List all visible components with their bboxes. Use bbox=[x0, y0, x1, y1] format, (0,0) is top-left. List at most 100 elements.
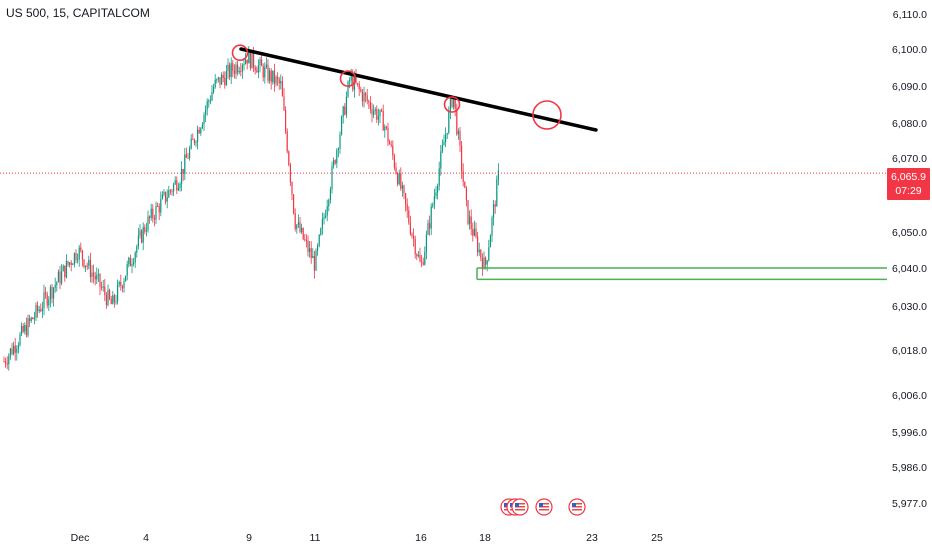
y-tick-label: 6,110.0 bbox=[893, 9, 927, 21]
candle-body bbox=[150, 208, 152, 218]
candle-body bbox=[222, 75, 224, 78]
candle-body bbox=[229, 64, 231, 78]
candle-body bbox=[221, 75, 223, 85]
support-zone[interactable] bbox=[476, 267, 887, 281]
candle-body bbox=[302, 227, 304, 240]
candle-body bbox=[75, 253, 77, 260]
candle-body bbox=[6, 363, 8, 365]
candle-body bbox=[187, 157, 189, 159]
trendline-segment bbox=[239, 47, 598, 132]
y-tick-label: 6,100.0 bbox=[892, 44, 927, 56]
candle-body bbox=[336, 150, 338, 164]
candle-body bbox=[166, 197, 168, 202]
candle-body bbox=[406, 204, 408, 211]
candle-body bbox=[491, 217, 493, 236]
candle-body bbox=[110, 298, 112, 305]
candle-body bbox=[49, 287, 51, 300]
y-tick-label: 6,040.0 bbox=[892, 263, 927, 275]
x-tick-label: 25 bbox=[651, 532, 663, 544]
candle-body bbox=[259, 59, 261, 66]
us-flag-event-icon[interactable] bbox=[568, 498, 586, 516]
candle-body bbox=[174, 180, 176, 185]
candle-body bbox=[225, 71, 227, 86]
candle-body bbox=[405, 193, 407, 205]
candle-body bbox=[275, 76, 277, 84]
candle-body bbox=[224, 77, 226, 86]
candle-body bbox=[203, 114, 205, 125]
candle-body bbox=[217, 77, 219, 80]
us-flag-event-icon[interactable] bbox=[511, 498, 529, 516]
candle-body bbox=[251, 51, 253, 69]
candle-body bbox=[413, 235, 415, 239]
candle-body bbox=[254, 67, 256, 71]
candle-body bbox=[485, 257, 487, 265]
candle-body bbox=[475, 228, 477, 237]
touch-marker bbox=[443, 96, 461, 113]
candle-body bbox=[200, 128, 202, 134]
economic-events[interactable] bbox=[500, 498, 586, 516]
candle-body bbox=[440, 151, 442, 169]
candle-body bbox=[85, 265, 87, 268]
candle-body bbox=[456, 108, 458, 135]
flag-stripe bbox=[515, 506, 525, 508]
candle-body bbox=[432, 204, 434, 207]
candle-body bbox=[264, 67, 266, 78]
candle-body bbox=[9, 348, 11, 356]
candle-body bbox=[265, 64, 267, 68]
candle-body bbox=[160, 198, 162, 213]
candle-body bbox=[398, 173, 400, 185]
candle-body bbox=[189, 148, 191, 159]
candle-body bbox=[59, 271, 61, 284]
candle-body bbox=[425, 234, 427, 252]
trendline[interactable] bbox=[239, 47, 598, 132]
candle-body bbox=[65, 260, 67, 278]
candle-body bbox=[261, 59, 263, 67]
flag-stripe bbox=[572, 509, 582, 511]
candle-body bbox=[488, 247, 490, 261]
candle-body bbox=[465, 187, 467, 201]
flag-stripe bbox=[515, 509, 525, 511]
y-tick-label: 6,006.0 bbox=[892, 390, 927, 402]
candle-body bbox=[373, 111, 375, 115]
candle-body bbox=[213, 87, 215, 93]
candle-body bbox=[363, 93, 365, 102]
candle-body bbox=[29, 318, 31, 322]
candle-body bbox=[195, 142, 197, 144]
candle-body bbox=[288, 151, 290, 166]
candle-body bbox=[478, 249, 480, 253]
candle-body bbox=[393, 155, 395, 168]
candle-body bbox=[376, 109, 378, 120]
candle-body bbox=[35, 305, 37, 318]
y-tick-label: 6,080.0 bbox=[892, 118, 927, 130]
candle-body bbox=[173, 184, 175, 192]
candle-body bbox=[457, 131, 459, 135]
x-tick-label: Dec bbox=[71, 532, 90, 544]
candle-body bbox=[80, 247, 82, 251]
candle-body bbox=[145, 230, 147, 232]
candle-body bbox=[208, 100, 210, 102]
candle-body bbox=[320, 228, 322, 235]
candle-body bbox=[86, 265, 88, 267]
candle-body bbox=[245, 59, 247, 64]
candle-body bbox=[198, 129, 200, 134]
candle-body bbox=[57, 271, 59, 283]
candle-body bbox=[419, 255, 421, 262]
candle-body bbox=[416, 254, 418, 257]
candle-body bbox=[481, 257, 483, 270]
candle-body bbox=[192, 138, 194, 140]
candle-body bbox=[403, 185, 405, 194]
candle-body bbox=[158, 206, 160, 213]
candle-body bbox=[177, 187, 179, 191]
candle-body bbox=[345, 96, 347, 115]
candle-body bbox=[139, 230, 141, 236]
candle-body bbox=[67, 260, 69, 265]
us-flag-event-icon[interactable] bbox=[535, 498, 553, 516]
candle-body bbox=[262, 66, 264, 78]
candle-body bbox=[360, 89, 362, 92]
candle-body bbox=[384, 126, 386, 131]
trendline-markers[interactable] bbox=[231, 44, 562, 130]
candle-body bbox=[206, 101, 208, 110]
candle-body bbox=[494, 204, 496, 207]
candle-body bbox=[91, 272, 93, 278]
